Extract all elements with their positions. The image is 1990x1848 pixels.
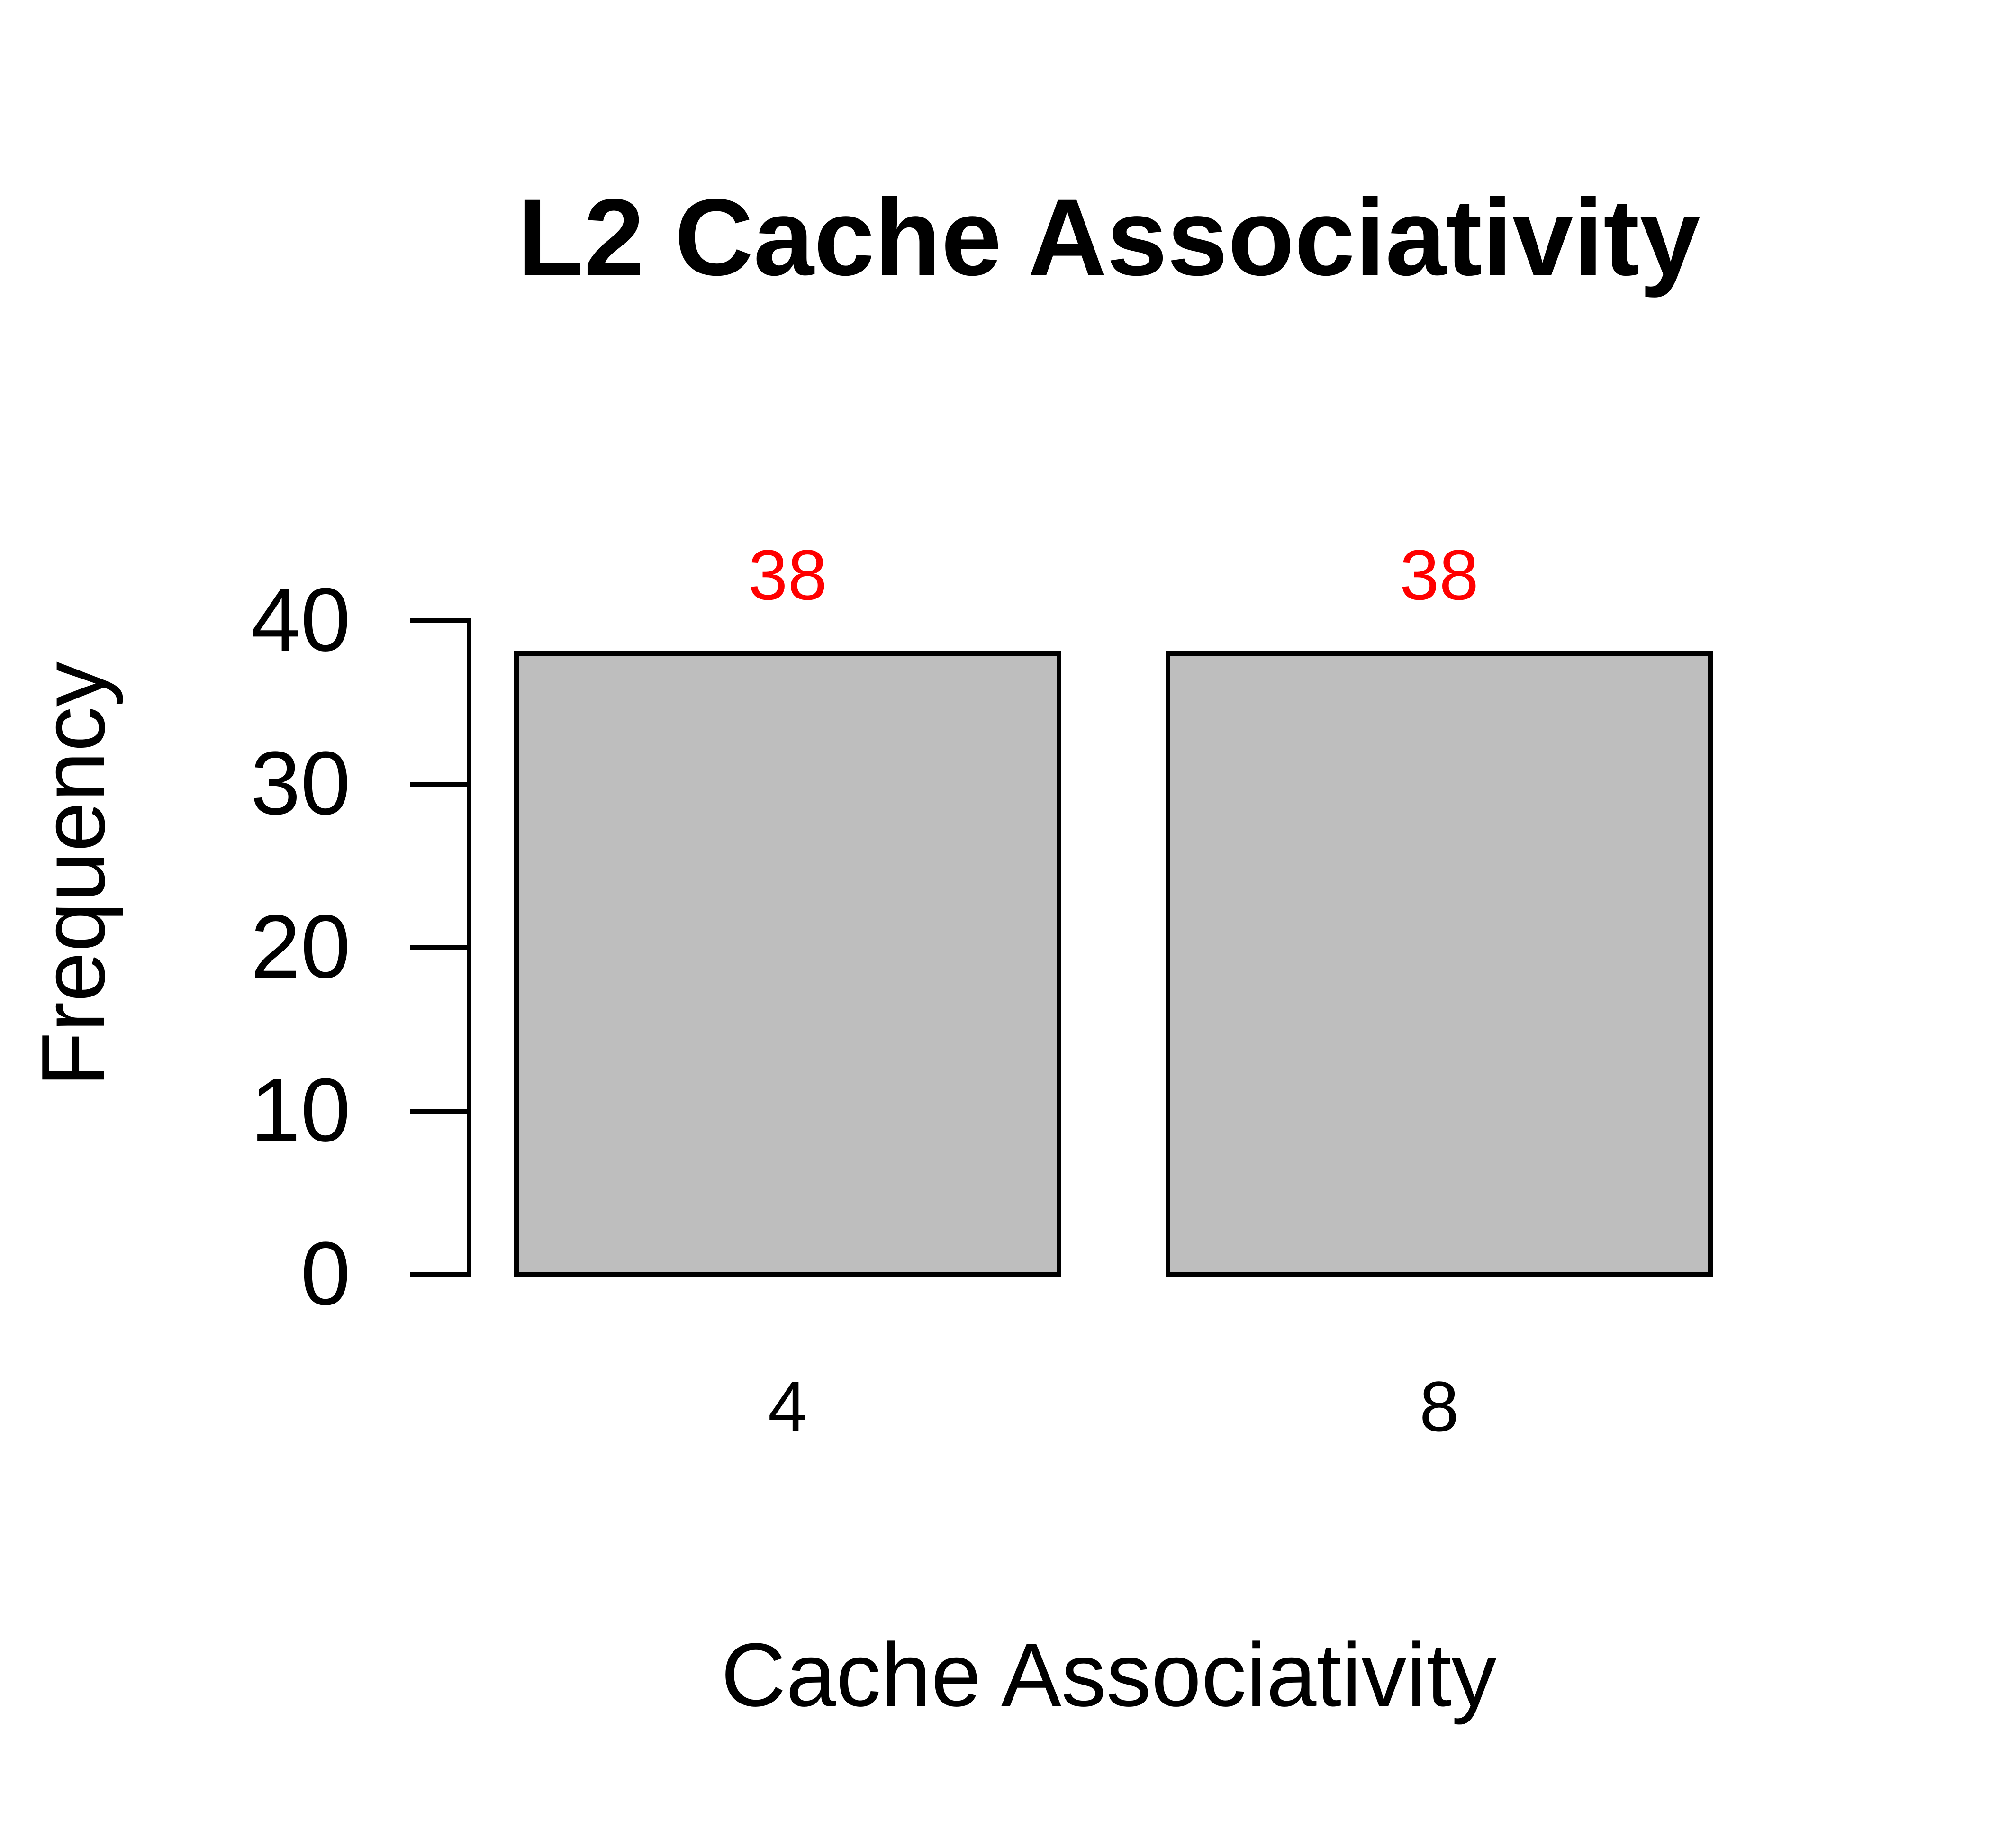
bars (514, 651, 1713, 1277)
bar-value-label: 38 (1400, 535, 1479, 615)
y-tick-label: 20 (251, 897, 351, 997)
x-tick-label: 4 (768, 1367, 807, 1446)
bar-value-label: 38 (748, 535, 827, 615)
chart-title: L2 Cache Associativity (517, 176, 1701, 298)
y-tick-label: 0 (300, 1223, 351, 1324)
y-axis: 0 10 20 30 40 (251, 570, 471, 1324)
y-tick-label: 10 (251, 1060, 351, 1160)
y-tick-label: 30 (251, 733, 351, 833)
bar-4 (514, 651, 1061, 1277)
y-tick-label: 40 (251, 570, 351, 670)
x-axis-label: Cache Associativity (721, 1625, 1497, 1725)
x-tick-label: 8 (1420, 1367, 1459, 1446)
y-axis-label: Frequency (23, 661, 124, 1087)
data-labels: 38 38 (748, 535, 1479, 615)
bar-8 (1166, 651, 1713, 1277)
